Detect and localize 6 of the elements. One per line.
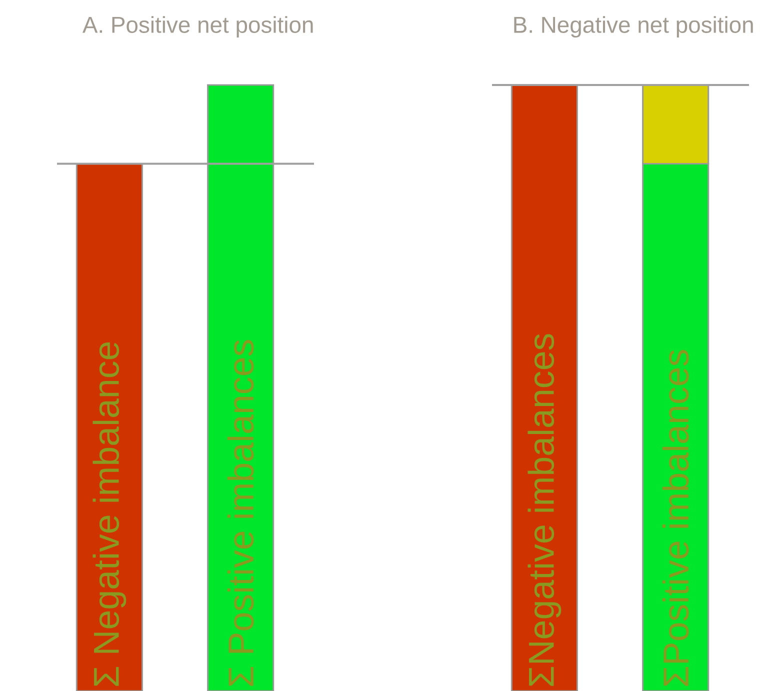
chart-title: A. Positive net position <box>82 16 313 38</box>
x-tick-label: ΣPositive imbalances <box>662 350 689 686</box>
x-tick-label: Σ Negative imbalance <box>92 342 126 686</box>
x-tick-label: Σ Positive imbalances <box>227 340 254 686</box>
chart-title: B. Negative net position <box>514 16 753 38</box>
x-tick-label: ΣNegative imbalances <box>528 334 562 686</box>
